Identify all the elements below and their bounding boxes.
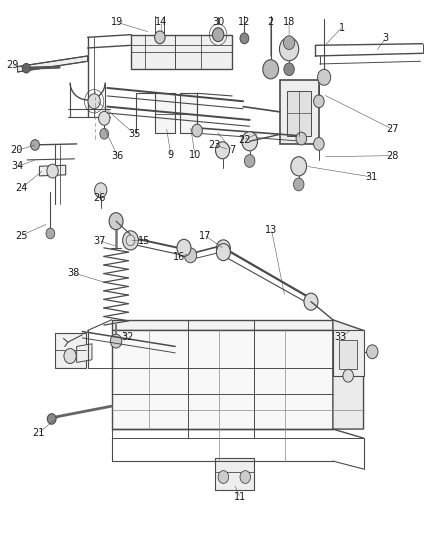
Text: 24: 24 [16,183,28,192]
Bar [333,330,364,376]
Circle shape [367,345,378,359]
Polygon shape [112,330,333,429]
Text: 15: 15 [138,236,151,246]
Text: 27: 27 [386,124,398,134]
Polygon shape [77,344,92,362]
Circle shape [109,213,123,230]
Circle shape [296,132,307,145]
Circle shape [88,94,100,109]
Text: 26: 26 [94,193,106,203]
Text: 16: 16 [173,252,185,262]
Text: 18: 18 [283,18,295,27]
Bar [155,93,175,133]
Circle shape [218,471,229,483]
Text: 20: 20 [11,146,23,155]
Circle shape [283,36,295,50]
Text: 25: 25 [15,231,27,240]
Circle shape [343,369,353,382]
Circle shape [155,31,165,44]
Circle shape [240,33,249,44]
Text: 21: 21 [32,428,45,438]
Text: 17: 17 [199,231,211,240]
Text: 19: 19 [111,18,124,27]
Circle shape [123,231,138,250]
Text: 7: 7 [229,146,235,155]
Bar [175,35,201,69]
Text: 34: 34 [11,161,24,171]
Text: 35: 35 [129,130,141,139]
Text: 1: 1 [339,23,345,33]
Polygon shape [39,165,66,176]
Bar [131,35,232,69]
Bar [55,333,86,368]
Circle shape [46,228,55,239]
Circle shape [95,183,107,198]
Circle shape [31,140,39,150]
Text: 38: 38 [67,268,80,278]
Text: 30: 30 [212,18,224,27]
Circle shape [242,132,258,151]
Circle shape [22,63,30,73]
Bar [215,458,254,490]
Polygon shape [18,56,88,72]
Circle shape [314,95,324,108]
Bar [280,80,319,144]
Circle shape [47,414,56,424]
Circle shape [47,164,58,178]
Polygon shape [112,320,333,330]
Text: 28: 28 [386,151,398,160]
Bar [145,35,175,69]
Circle shape [100,128,109,139]
Text: 2: 2 [268,18,274,27]
Circle shape [318,69,331,85]
Circle shape [304,293,318,310]
Circle shape [110,334,122,348]
Circle shape [244,155,255,167]
Text: 23: 23 [208,140,221,150]
Bar [180,93,197,133]
Text: 10: 10 [189,150,201,159]
Text: 12: 12 [238,18,251,27]
Text: 29: 29 [6,60,18,70]
Circle shape [240,471,251,483]
Polygon shape [333,320,364,429]
Circle shape [279,37,299,61]
Circle shape [291,157,307,176]
Text: 22: 22 [238,135,251,144]
Text: 9: 9 [168,150,174,159]
Circle shape [216,240,230,257]
Circle shape [293,178,304,191]
Circle shape [192,124,202,137]
Bar [339,340,357,369]
Circle shape [64,349,76,364]
Text: 33: 33 [335,332,347,342]
Circle shape [212,28,224,42]
Bar [287,91,311,136]
Text: 13: 13 [265,225,278,235]
Circle shape [184,248,197,263]
Circle shape [216,244,230,261]
Circle shape [99,111,110,125]
Text: 11: 11 [234,492,246,502]
Text: 3: 3 [382,34,389,43]
Text: 32: 32 [121,332,133,342]
Text: 14: 14 [155,18,167,27]
Circle shape [263,60,279,79]
Circle shape [177,239,191,256]
Text: 31: 31 [365,172,378,182]
Circle shape [314,138,324,150]
Circle shape [215,142,230,159]
Circle shape [284,63,294,76]
Text: 36: 36 [111,151,124,160]
Text: 37: 37 [94,236,106,246]
